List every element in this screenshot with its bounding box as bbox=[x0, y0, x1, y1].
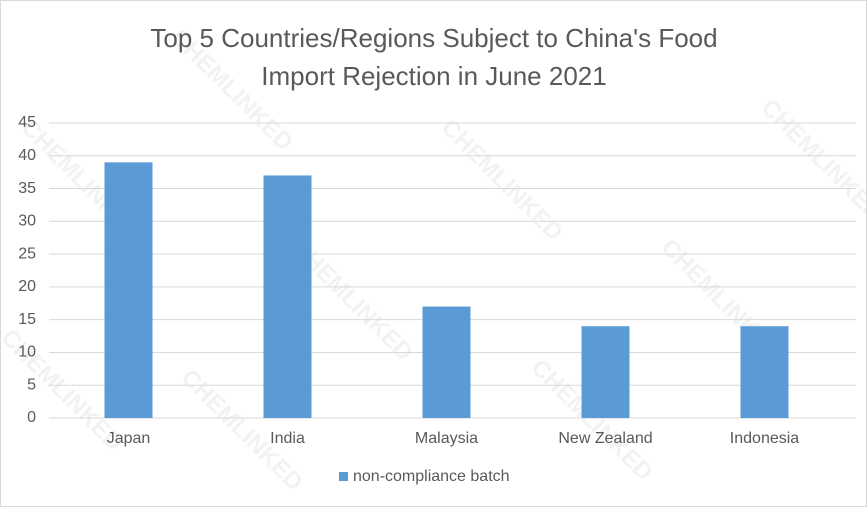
bar bbox=[263, 175, 312, 418]
bar bbox=[740, 326, 789, 418]
chart-title: Top 5 Countries/Regions Subject to China… bbox=[150, 23, 718, 91]
bar bbox=[422, 306, 471, 418]
watermark: CHEMLINKED bbox=[756, 94, 866, 226]
y-tick-label: 35 bbox=[18, 180, 36, 197]
y-tick-label: 0 bbox=[27, 409, 36, 426]
bar bbox=[104, 162, 153, 418]
x-tick-label: New Zealand bbox=[558, 430, 652, 447]
y-tick-label: 45 bbox=[18, 114, 36, 131]
legend-swatch bbox=[339, 472, 348, 481]
y-tick-label: 20 bbox=[18, 278, 36, 295]
y-tick-label: 10 bbox=[18, 344, 36, 361]
y-tick-label: 30 bbox=[18, 213, 36, 230]
x-tick-label: Indonesia bbox=[730, 430, 799, 447]
x-tick-label: Malaysia bbox=[415, 430, 478, 447]
y-tick-label: 15 bbox=[18, 311, 36, 328]
watermark: CHEMLINKED bbox=[436, 114, 568, 246]
y-tick-label: 25 bbox=[18, 245, 36, 262]
y-tick-label: 5 bbox=[27, 376, 36, 393]
bar bbox=[581, 326, 630, 418]
x-tick-label: India bbox=[270, 430, 305, 447]
legend-label: non-compliance batch bbox=[353, 468, 510, 485]
x-tick-label: Japan bbox=[107, 430, 151, 447]
y-tick-label: 40 bbox=[18, 147, 36, 164]
